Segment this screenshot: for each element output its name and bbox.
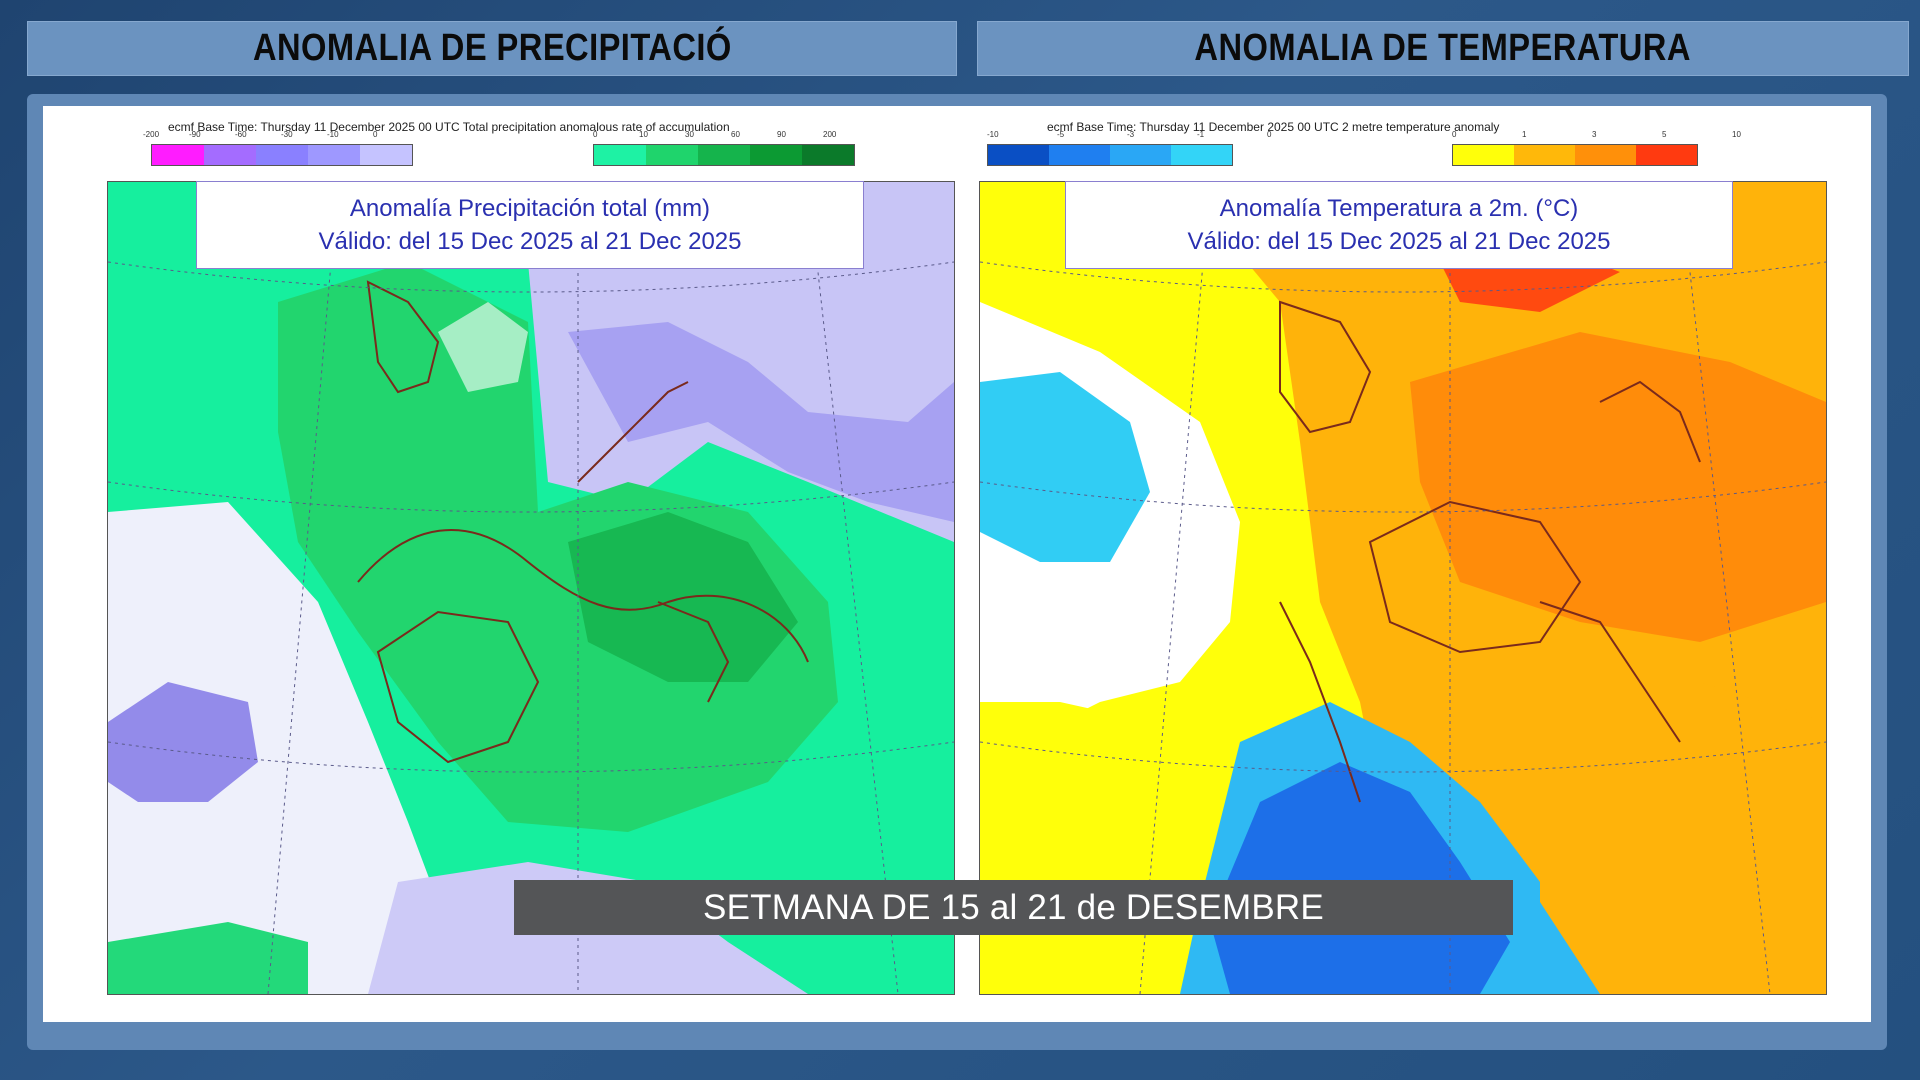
color-swatch: [1110, 145, 1171, 165]
scale-tick: 0: [373, 130, 378, 139]
scale-tick: -1: [1197, 130, 1205, 139]
precipitation-panel: ecmf Base Time: Thursday 11 December 202…: [43, 106, 957, 1022]
temperature-anomaly-header: ANOMALIA DE TEMPERATURA: [977, 21, 1909, 76]
scale-tick: -5: [1057, 130, 1065, 139]
precipitation-positive-scale: 0 10 30 60 90 200: [593, 130, 869, 139]
precipitation-map-title: Anomalía Precipitación total (mm) Válido…: [196, 181, 864, 269]
scale-tick: 30: [685, 130, 694, 139]
precipitation-title-line2: Válido: del 15 Dec 2025 al 21 Dec 2025: [318, 228, 742, 255]
scale-tick: 60: [731, 130, 740, 139]
color-swatch: [256, 145, 308, 165]
temperature-panel: ecmf Base Time: Thursday 11 December 202…: [957, 106, 1871, 1022]
color-swatch: [1575, 145, 1636, 165]
temperature-negative-colorbar: [987, 144, 1233, 166]
temperature-title-line2: Válido: del 15 Dec 2025 al 21 Dec 2025: [1187, 228, 1611, 255]
scale-tick: 1: [1522, 130, 1527, 139]
color-swatch: [1453, 145, 1514, 165]
color-swatch: [308, 145, 360, 165]
scale-tick: 90: [777, 130, 786, 139]
week-label: SETMANA DE 15 al 21 de DESEMBRE: [703, 887, 1324, 927]
color-swatch: [1049, 145, 1110, 165]
color-swatch: [802, 145, 854, 165]
scale-tick: 10: [639, 130, 648, 139]
color-swatch: [750, 145, 802, 165]
scale-tick: -30: [281, 130, 293, 139]
temperature-positive-scale: 0 1 3 5 10: [1452, 130, 1772, 139]
precipitation-anomaly-header: ANOMALIA DE PRECIPITACIÓ: [27, 21, 957, 76]
precipitation-positive-colorbar: [593, 144, 855, 166]
scale-tick: -60: [235, 130, 247, 139]
scale-tick: 0: [1267, 130, 1272, 139]
scale-tick: 0: [1452, 130, 1457, 139]
precipitation-source-line: ecmf Base Time: Thursday 11 December 202…: [168, 120, 730, 134]
temperature-anomaly-map: [979, 181, 1827, 995]
scale-tick: 5: [1662, 130, 1667, 139]
color-swatch: [1636, 145, 1697, 165]
temperature-map-graphic: [980, 182, 1826, 994]
scale-tick: -10: [327, 130, 339, 139]
scale-tick: 200: [823, 130, 837, 139]
precipitation-header-text: ANOMALIA DE PRECIPITACIÓ: [252, 27, 732, 69]
precipitation-negative-colorbar: [151, 144, 413, 166]
scale-tick: 3: [1592, 130, 1597, 139]
color-swatch: [360, 145, 412, 165]
color-swatch: [646, 145, 698, 165]
precipitation-anomaly-map: [107, 181, 955, 995]
week-banner: SETMANA DE 15 al 21 de DESEMBRE: [514, 880, 1513, 935]
color-swatch: [1171, 145, 1232, 165]
color-swatch: [1514, 145, 1575, 165]
temperature-map-title: Anomalía Temperatura a 2m. (°C) Válido: …: [1065, 181, 1733, 269]
color-swatch: [698, 145, 750, 165]
precipitation-negative-scale: -200 -90 -60 -30 -10 0: [143, 130, 419, 139]
temperature-title-line1: Anomalía Temperatura a 2m. (°C): [1219, 195, 1579, 222]
scale-tick: -3: [1127, 130, 1135, 139]
precipitation-map-graphic: [108, 182, 954, 994]
scale-tick: -90: [189, 130, 201, 139]
temperature-source-line: ecmf Base Time: Thursday 11 December 202…: [1047, 120, 1500, 134]
scale-tick: -10: [987, 130, 999, 139]
scale-tick: 0: [593, 130, 598, 139]
color-swatch: [204, 145, 256, 165]
temperature-header-text: ANOMALIA DE TEMPERATURA: [1194, 27, 1692, 69]
color-swatch: [988, 145, 1049, 165]
color-swatch: [152, 145, 204, 165]
maps-canvas: ecmf Base Time: Thursday 11 December 202…: [43, 106, 1871, 1022]
color-swatch: [594, 145, 646, 165]
temperature-negative-scale: -10 -5 -3 -1 0: [987, 130, 1307, 139]
temperature-positive-colorbar: [1452, 144, 1698, 166]
scale-tick: 10: [1732, 130, 1741, 139]
precipitation-title-line1: Anomalía Precipitación total (mm): [349, 195, 711, 222]
scale-tick: -200: [143, 130, 160, 139]
